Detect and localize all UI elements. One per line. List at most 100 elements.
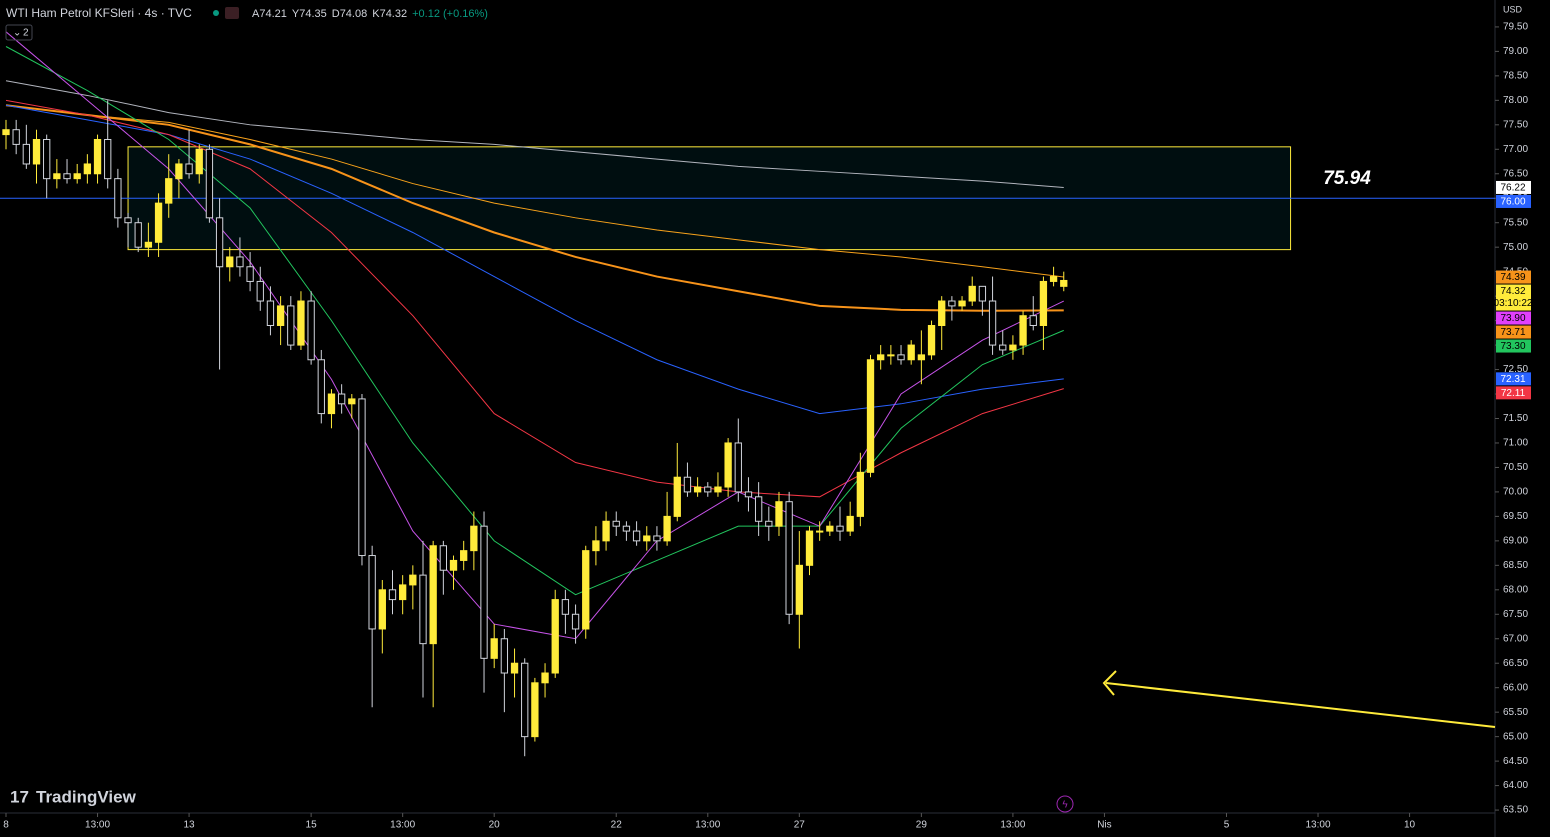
arrow-drawing — [1102, 670, 1496, 728]
indicator-toggle[interactable] — [5, 24, 33, 41]
candle-body — [22, 143, 30, 165]
candle-body — [175, 163, 183, 180]
x-tick-label: Nis — [1097, 820, 1111, 831]
candle-body — [978, 285, 987, 302]
y-tick-label: 64.00 — [1503, 780, 1528, 791]
candle-body — [236, 256, 244, 268]
candle-body — [999, 344, 1007, 351]
price-badge — [1496, 386, 1531, 400]
candle-body — [73, 173, 81, 180]
arrow-shaft — [1105, 682, 1496, 728]
candle-body — [114, 178, 122, 219]
y-tick-label: 64.50 — [1503, 756, 1528, 767]
indicator-chevron: ⌄ — [13, 28, 21, 39]
moving-average — [5, 80, 1064, 188]
y-tick-label: 72.50 — [1503, 364, 1528, 375]
candle-body — [378, 589, 386, 630]
price-badge-label: 74.32 — [1500, 286, 1525, 297]
price-badge-label: 72.31 — [1500, 374, 1525, 385]
x-tick-label: 27 — [794, 820, 806, 831]
symbol-title: WTI Ham Petrol KFSleri · 4s · TVC — [6, 6, 192, 20]
y-tick-label: 71.00 — [1503, 438, 1528, 449]
price-badge — [1496, 284, 1531, 311]
y-tick-label: 77.50 — [1503, 119, 1528, 130]
ohlc-value: D74.08 — [332, 8, 367, 20]
candle-body — [205, 148, 214, 219]
candle-body — [195, 148, 203, 175]
candle-body — [561, 599, 570, 615]
x-tick-label: 29 — [916, 820, 928, 831]
price-badge — [1496, 194, 1531, 208]
candle-body — [541, 672, 549, 684]
candle-body — [846, 515, 854, 532]
moving-average — [5, 104, 1064, 415]
candle-body — [592, 540, 600, 552]
candle-body — [104, 138, 112, 180]
ohlc-values: A74.21 Y74.35 D74.08 K74.32 +0.12 (+0.16%) — [252, 8, 488, 20]
candle-body — [582, 550, 590, 630]
candle-body — [83, 163, 92, 175]
y-tick-label: 70.50 — [1503, 462, 1528, 473]
x-tick-label: 20 — [489, 820, 501, 831]
price-badge-label: 73.71 — [1500, 327, 1525, 338]
y-tick-label: 75.50 — [1503, 217, 1528, 228]
candle-body — [693, 486, 702, 493]
indicator-count: 2 — [23, 28, 29, 39]
candle-body — [856, 471, 864, 517]
y-tick-label: 76.50 — [1503, 168, 1528, 179]
x-tick-label: 13:00 — [390, 820, 415, 831]
candle-body — [602, 520, 610, 542]
x-tick-label: 5 — [1224, 820, 1230, 831]
candle-body — [521, 662, 529, 738]
price-badge — [1496, 180, 1531, 194]
x-tick-label: 13:00 — [85, 820, 110, 831]
candle-body — [1039, 280, 1048, 326]
candle-body — [429, 545, 437, 645]
y-tick-label: 71.50 — [1503, 413, 1528, 424]
x-tick-label: 13:00 — [695, 820, 720, 831]
price-badge — [1496, 325, 1531, 339]
candle-body — [744, 491, 753, 498]
candle-body — [988, 300, 997, 346]
price-badge-label: 76.00 — [1500, 197, 1525, 208]
candle-body — [368, 555, 376, 630]
candle-body — [297, 300, 305, 346]
price-badge-label: 74.39 — [1500, 272, 1525, 283]
candle-body — [327, 393, 336, 415]
y-tick-label: 78.50 — [1503, 71, 1528, 82]
candle-body — [643, 535, 651, 542]
moving-average — [5, 46, 1064, 596]
candle-body — [765, 520, 773, 527]
candle-body — [388, 589, 397, 601]
currency-label[interactable]: USD — [1503, 4, 1523, 14]
candle-body — [419, 574, 427, 645]
price-badge-label: 73.30 — [1500, 341, 1525, 352]
candle-body — [53, 173, 61, 180]
candle-body — [124, 217, 132, 224]
candle-body — [826, 525, 834, 532]
y-tick-label: 65.50 — [1503, 707, 1528, 718]
price-badge — [1496, 311, 1531, 325]
candle-body — [714, 486, 722, 493]
candle-body — [215, 217, 224, 268]
ohlc-value: Y74.35 — [292, 8, 327, 20]
candle-body — [531, 682, 539, 738]
candle-body — [470, 525, 478, 552]
candle-body — [673, 476, 681, 517]
candle-body — [734, 442, 742, 493]
arrow-head — [1102, 670, 1117, 696]
x-tick-label: 13:00 — [1306, 820, 1331, 831]
y-tick-label: 66.00 — [1503, 682, 1528, 693]
candle-body — [12, 129, 20, 145]
candle-body — [897, 354, 905, 361]
lightning-icon[interactable] — [1056, 795, 1074, 813]
candle-body — [399, 584, 407, 601]
candle-body — [490, 638, 498, 659]
candle-body — [2, 129, 10, 136]
candle-body — [449, 559, 458, 571]
candle-body — [185, 163, 193, 175]
candle-body — [460, 550, 468, 561]
brand-name: TradingView — [36, 787, 137, 806]
